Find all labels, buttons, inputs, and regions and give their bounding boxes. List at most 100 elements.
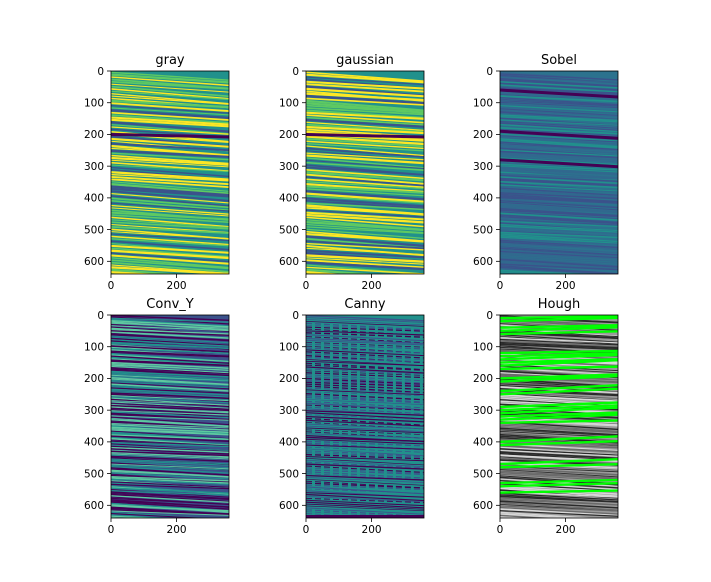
stripe: [111, 90, 229, 101]
stripe: [500, 215, 618, 225]
stripe: [306, 324, 424, 331]
y-tick-label: 500: [279, 224, 299, 236]
stripe: [306, 467, 424, 474]
image-area: [111, 71, 229, 274]
stripe: [111, 458, 229, 465]
stripe: [306, 111, 424, 120]
stripe: [111, 171, 229, 181]
x-tick-label: 200: [362, 524, 382, 536]
stripe: [111, 317, 229, 323]
stripe: [500, 100, 618, 107]
stripe: [500, 146, 618, 154]
stripe: [306, 326, 424, 332]
stripe: [500, 513, 584, 518]
stripe: [306, 87, 424, 98]
stripe: [111, 368, 229, 377]
stripe: [306, 465, 424, 473]
subplot-sobel: Sobel 0 100 200 300 400 500 600 0 200: [473, 53, 619, 292]
stripe: [306, 473, 424, 480]
stripe: [111, 116, 229, 126]
stripe: [306, 336, 424, 344]
stripe: [500, 122, 618, 132]
stripe: [500, 423, 618, 432]
stripe: [500, 108, 618, 117]
stripe: [111, 491, 229, 500]
stripe: [111, 365, 229, 374]
stripe: [111, 226, 229, 235]
stripe: [111, 493, 229, 503]
stripe: [306, 320, 424, 327]
stripe: [306, 429, 424, 435]
stripe: [500, 138, 618, 148]
subplot-hough: Hough 0 100 200 300 400 500 600 0 200: [473, 297, 619, 536]
stripe: [306, 257, 424, 265]
stripe: [111, 509, 229, 516]
subplot-gray: gray 0 100 200 300 400 500 600 0 200: [84, 53, 230, 292]
stripe: [111, 373, 229, 382]
stripe: [500, 76, 618, 84]
stripe: [306, 415, 424, 423]
stripe: [500, 446, 618, 456]
stripe: [306, 114, 424, 124]
stripe: [111, 513, 209, 518]
hough-line: [500, 365, 618, 371]
stripe: [500, 258, 618, 268]
stripe: [500, 340, 618, 348]
stripe: [306, 147, 424, 158]
stripe: [306, 125, 424, 135]
stripe: [111, 483, 229, 490]
stripe: [111, 107, 229, 116]
stripe: [500, 249, 618, 257]
stripe: [111, 318, 229, 327]
stripe: [500, 426, 618, 434]
stripe: [111, 266, 229, 274]
stripe: [306, 145, 424, 157]
stripe: [500, 242, 618, 250]
stripe: [111, 465, 229, 474]
stripe: [111, 159, 229, 168]
stripe: [500, 219, 618, 226]
stripe: [306, 360, 424, 367]
stripe: [306, 173, 424, 185]
y-tick-label: 600: [84, 500, 104, 512]
stripe: [500, 172, 618, 180]
stripe: [111, 161, 229, 172]
stripe: [306, 337, 424, 345]
stripe: [111, 381, 229, 389]
stripe: [500, 263, 618, 271]
stripe: [306, 220, 424, 232]
stripe: [500, 244, 618, 254]
y-tick-label: 100: [279, 342, 299, 354]
stripe: [306, 97, 424, 106]
stripe: [500, 514, 550, 518]
stripe: [500, 157, 618, 165]
stripe: [111, 392, 229, 400]
hough-line: [500, 384, 618, 393]
stripe: [500, 198, 618, 208]
stripe: [111, 322, 229, 329]
stripe: [111, 178, 229, 188]
y-tick-label: 200: [84, 129, 104, 141]
stripe: [306, 135, 424, 146]
stripe: [111, 166, 229, 178]
stripe: [111, 333, 229, 342]
stripe: [306, 501, 424, 509]
stripe: [306, 152, 424, 161]
stripe: [500, 109, 618, 117]
stripe: [500, 505, 618, 512]
y-tick-label: 400: [473, 437, 493, 449]
stripe: [111, 477, 229, 484]
stripe: [111, 416, 229, 426]
stripe: [306, 322, 424, 331]
stripe: [500, 174, 618, 182]
stripe: [306, 140, 424, 150]
stripe: [306, 266, 424, 274]
stripe: [111, 204, 229, 215]
y-tick-label: 500: [279, 468, 299, 480]
axes-frame: [110, 70, 230, 275]
stripe: [111, 88, 229, 100]
stripe: [306, 427, 424, 434]
x-tick-label: 200: [556, 524, 576, 536]
stripe: [306, 356, 424, 363]
stripe: [306, 362, 424, 371]
